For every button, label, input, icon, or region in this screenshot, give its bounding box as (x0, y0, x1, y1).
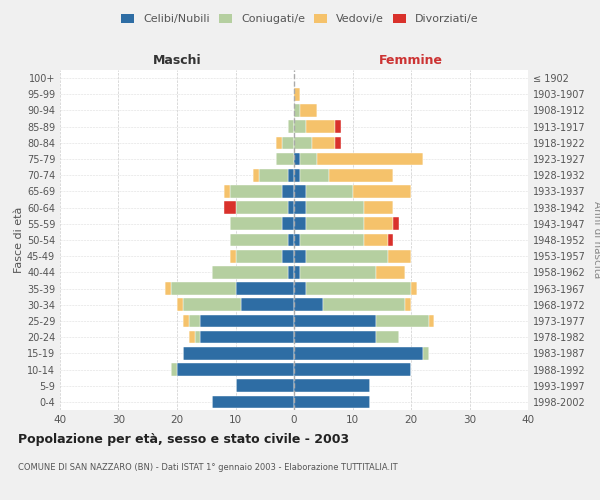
Bar (388, 250, 411, 262)
Bar (294, 88, 300, 101)
Bar (294, 347, 423, 360)
Bar (294, 185, 306, 198)
Bar (294, 314, 376, 328)
Bar (335, 136, 341, 149)
Bar (411, 282, 417, 295)
Bar (171, 363, 177, 376)
Bar (306, 202, 364, 214)
Bar (428, 314, 434, 328)
Bar (294, 282, 306, 295)
Bar (300, 169, 329, 181)
Legend: Celibi/Nubili, Coniugati/e, Vedovi/e, Divorziati/e: Celibi/Nubili, Coniugati/e, Vedovi/e, Di… (118, 10, 482, 28)
Bar (177, 363, 294, 376)
Bar (253, 169, 259, 181)
Bar (277, 152, 294, 166)
Bar (405, 298, 411, 311)
Bar (376, 266, 405, 278)
Bar (294, 250, 306, 262)
Bar (294, 202, 306, 214)
Bar (294, 396, 370, 408)
Bar (306, 282, 411, 295)
Bar (200, 331, 294, 344)
Bar (165, 282, 171, 295)
Bar (230, 218, 283, 230)
Bar (300, 104, 317, 117)
Bar (288, 202, 294, 214)
Bar (177, 298, 183, 311)
Bar (224, 185, 230, 198)
Bar (306, 185, 353, 198)
Bar (376, 314, 428, 328)
Bar (388, 234, 394, 246)
Bar (317, 152, 422, 166)
Bar (294, 234, 300, 246)
Bar (235, 380, 294, 392)
Bar (323, 298, 405, 311)
Bar (171, 282, 235, 295)
Bar (394, 218, 400, 230)
Bar (230, 185, 283, 198)
Bar (294, 331, 376, 344)
Text: Popolazione per età, sesso e stato civile - 2003: Popolazione per età, sesso e stato civil… (18, 432, 349, 446)
Bar (212, 266, 288, 278)
Bar (364, 234, 388, 246)
Bar (376, 331, 400, 344)
Bar (294, 363, 411, 376)
Y-axis label: Fasce di età: Fasce di età (14, 207, 24, 273)
Bar (288, 266, 294, 278)
Bar (183, 298, 241, 311)
Bar (306, 120, 335, 133)
Bar (189, 331, 194, 344)
Bar (283, 185, 294, 198)
Bar (364, 202, 394, 214)
Bar (241, 298, 294, 311)
Bar (200, 314, 294, 328)
Bar (188, 314, 200, 328)
Bar (277, 136, 283, 149)
Bar (300, 266, 376, 278)
Bar (288, 234, 294, 246)
Bar (235, 202, 288, 214)
Bar (294, 169, 300, 181)
Bar (294, 298, 323, 311)
Bar (183, 314, 188, 328)
Bar (294, 120, 306, 133)
Bar (224, 202, 235, 214)
Bar (306, 250, 388, 262)
Bar (300, 152, 317, 166)
Bar (235, 250, 283, 262)
Bar (306, 218, 364, 230)
Text: Femmine: Femmine (379, 54, 443, 67)
Bar (423, 347, 428, 360)
Bar (230, 234, 288, 246)
Bar (294, 136, 311, 149)
Bar (259, 169, 288, 181)
Bar (294, 266, 300, 278)
Bar (288, 120, 294, 133)
Bar (194, 331, 200, 344)
Bar (294, 380, 370, 392)
Text: Maschi: Maschi (152, 54, 202, 67)
Bar (294, 218, 306, 230)
Bar (311, 136, 335, 149)
Bar (329, 169, 394, 181)
Bar (353, 185, 411, 198)
Text: COMUNE DI SAN NAZZARO (BN) - Dati ISTAT 1° gennaio 2003 - Elaborazione TUTTITALI: COMUNE DI SAN NAZZARO (BN) - Dati ISTAT … (18, 463, 398, 472)
Bar (230, 250, 235, 262)
Bar (294, 104, 300, 117)
Bar (300, 234, 364, 246)
Bar (364, 218, 394, 230)
Bar (183, 347, 294, 360)
Bar (288, 169, 294, 181)
Bar (294, 152, 300, 166)
Bar (335, 120, 341, 133)
Bar (283, 218, 294, 230)
Bar (283, 136, 294, 149)
Bar (212, 396, 294, 408)
Y-axis label: Anni di nascita: Anni di nascita (592, 202, 600, 278)
Bar (235, 282, 294, 295)
Bar (283, 250, 294, 262)
